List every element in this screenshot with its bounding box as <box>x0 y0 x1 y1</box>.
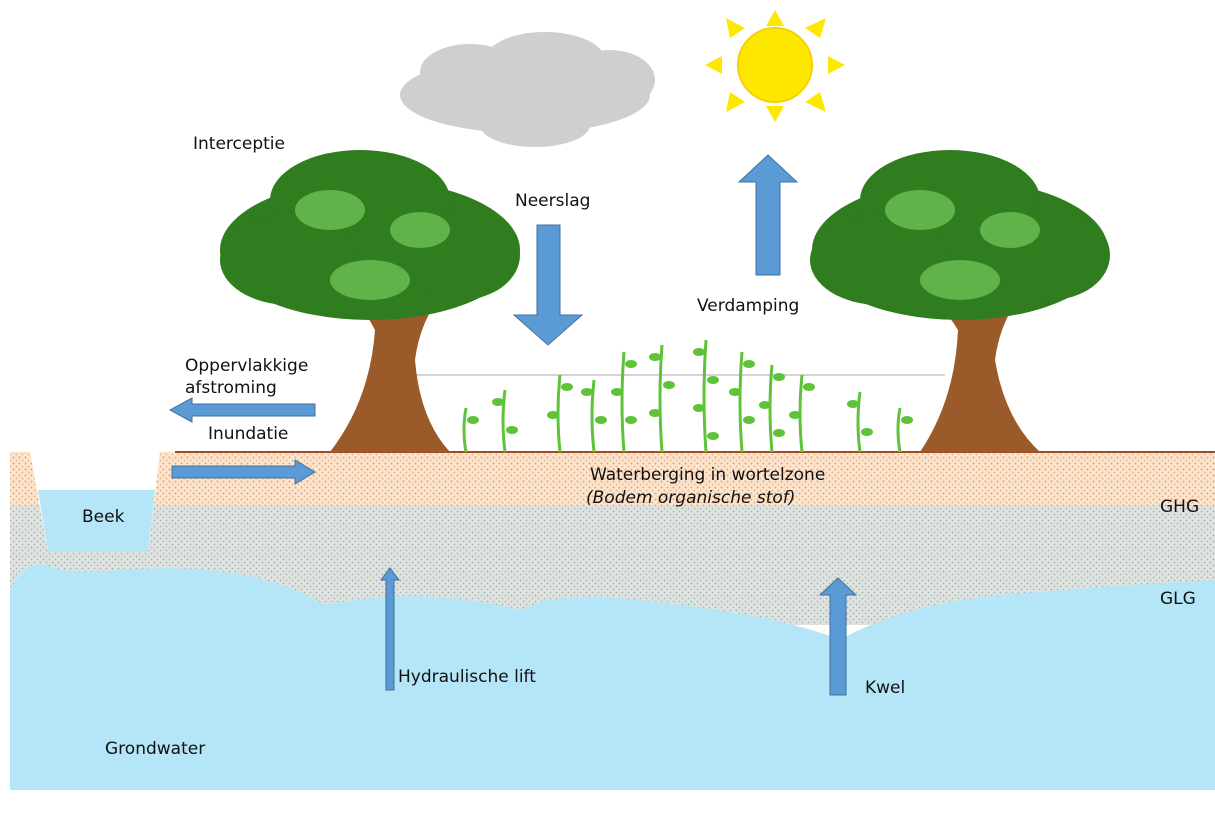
label: Verdamping <box>697 296 799 316</box>
label: Beek <box>82 507 125 527</box>
leaf <box>861 428 873 436</box>
leaf <box>625 416 637 424</box>
leaf <box>729 388 741 396</box>
trees <box>220 150 1110 452</box>
leaf <box>847 400 859 408</box>
leaf <box>743 416 755 424</box>
leaf <box>693 348 705 356</box>
leaf <box>649 409 661 417</box>
leaf <box>803 383 815 391</box>
label: Oppervlakkige <box>185 356 308 376</box>
leaf <box>707 432 719 440</box>
leaf <box>467 416 479 424</box>
leaf <box>743 360 755 368</box>
label: Kwel <box>865 678 905 698</box>
plants <box>462 339 913 453</box>
leaf <box>611 388 623 396</box>
plant <box>620 351 626 453</box>
label: GLG <box>1160 589 1196 609</box>
labels: Interceptie Neerslag Verdamping Oppervla… <box>82 134 1199 759</box>
label: (Bodem organische stof) <box>586 488 795 508</box>
label: Neerslag <box>515 191 590 211</box>
label: Waterberging in wortelzone <box>590 465 825 485</box>
leaf <box>492 398 504 406</box>
leaf <box>595 416 607 424</box>
plant <box>590 379 596 453</box>
plant <box>896 407 902 453</box>
leaf <box>625 360 637 368</box>
plant <box>462 407 468 453</box>
leaf <box>773 373 785 381</box>
leaf <box>707 376 719 384</box>
label: GHG <box>1160 497 1199 517</box>
cloud <box>400 32 655 147</box>
leaf <box>547 411 559 419</box>
plant <box>658 344 664 453</box>
leaf <box>773 429 785 437</box>
plant <box>856 391 862 453</box>
label: Interceptie <box>193 134 285 154</box>
plant <box>768 364 774 453</box>
sun <box>705 10 845 122</box>
label: afstroming <box>185 378 277 398</box>
leaf <box>649 353 661 361</box>
label: Grondwater <box>105 739 205 759</box>
label: Hydraulische lift <box>398 667 536 687</box>
soil <box>10 374 1215 790</box>
leaf <box>561 383 573 391</box>
arrows <box>168 154 858 696</box>
plant <box>501 389 507 453</box>
leaf <box>693 404 705 412</box>
leaf <box>506 426 518 434</box>
leaf <box>581 388 593 396</box>
leaf <box>901 416 913 424</box>
leaf <box>789 411 801 419</box>
label: Inundatie <box>208 424 288 444</box>
leaf <box>759 401 771 409</box>
plant <box>702 339 708 453</box>
leaf <box>663 381 675 389</box>
plant <box>738 351 744 453</box>
